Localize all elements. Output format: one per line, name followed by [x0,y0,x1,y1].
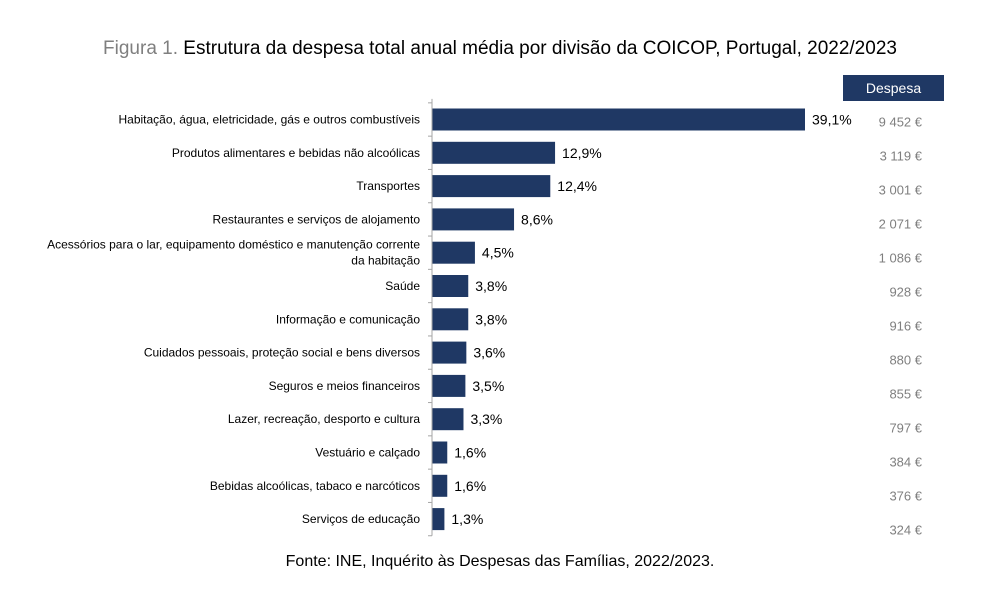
value-label: 39,1% [812,112,852,128]
value-label: 12,4% [557,178,597,194]
category-label: Informação e comunicação [276,312,420,326]
spending-value: 797 € [889,421,922,436]
bar [432,175,551,198]
spending-value: 928 € [889,285,922,300]
bar [432,275,469,297]
bar [432,141,556,164]
category-label: da habitação [351,254,420,268]
category-label: Seguros e meios financeiros [269,379,420,393]
spending-value: 324 € [889,523,922,538]
chart-title-text: Estrutura da despesa total anual média p… [183,38,897,59]
spending-value: 855 € [889,387,922,402]
bar [432,508,445,531]
spending-value: 376 € [889,489,922,504]
value-label: 1,6% [454,478,486,494]
spending-labels: 9 452 € 3 119 € 3 001 € 2 071 € 1 086 € 928 €… [879,115,923,538]
category-label: Habitação, água, eletricidade, gás e out… [118,113,420,127]
category-label: Vestuário e calçado [315,446,420,460]
category-label: Lazer, recreação, desporto e cultura [228,412,420,426]
value-label: 12,9% [562,145,602,161]
spending-value: 3 001 € [879,183,923,198]
category-label: Transportes [356,179,420,193]
value-label: 3,5% [472,378,504,394]
bar [432,208,515,231]
category-labels: Habitação, água, eletricidade, gás e out… [47,113,420,527]
spending-value: 384 € [889,455,922,470]
value-label: 3,3% [470,411,502,427]
category-label: Saúde [385,279,420,293]
spending-column-header: Despesa [843,75,944,101]
bars-group [432,108,805,531]
figure-number: Figura 1. [103,38,179,59]
value-label: 1,6% [454,445,486,461]
bar [432,408,464,431]
value-label: 4,5% [482,245,514,261]
category-label: Cuidados pessoais, proteção social e ben… [144,346,420,360]
category-label: Restaurantes e serviços de alojamento [213,212,421,226]
spending-value: 2 071 € [879,217,923,232]
source-note: Fonte: INE, Inquérito às Despesas das Fa… [285,553,715,570]
value-label: 1,3% [451,511,483,527]
spending-value: 916 € [889,319,922,334]
spending-value: 9 452 € [879,115,923,130]
category-label: Acessórios para o lar, equipamento domés… [47,238,420,252]
bar [432,474,448,497]
value-labels: 39,1% 12,9% 12,4% 8,6% 4,5% 3,8% 3,8% 3,6% 3,5% 3… [451,112,851,528]
bar [432,241,475,264]
spending-value: 880 € [889,353,922,368]
spending-value: 1 086 € [879,251,923,266]
value-label: 8,6% [521,211,553,227]
bar [432,108,805,131]
bar [432,308,469,331]
category-label: Produtos alimentares e bebidas não alcoó… [172,146,420,160]
bar [432,341,467,364]
category-label: Serviços de educação [302,512,420,526]
bar [432,441,448,464]
value-label: 3,8% [475,278,507,294]
value-label: 3,6% [473,345,505,361]
spending-value: 3 119 € [880,149,923,164]
value-label: 3,8% [475,311,507,327]
category-axis [428,98,433,537]
category-label: Bebidas alcoólicas, tabaco e narcóticos [210,479,420,493]
chart-title: Figura 1. Estrutura da despesa total anu… [0,38,1000,60]
bar [432,374,466,397]
